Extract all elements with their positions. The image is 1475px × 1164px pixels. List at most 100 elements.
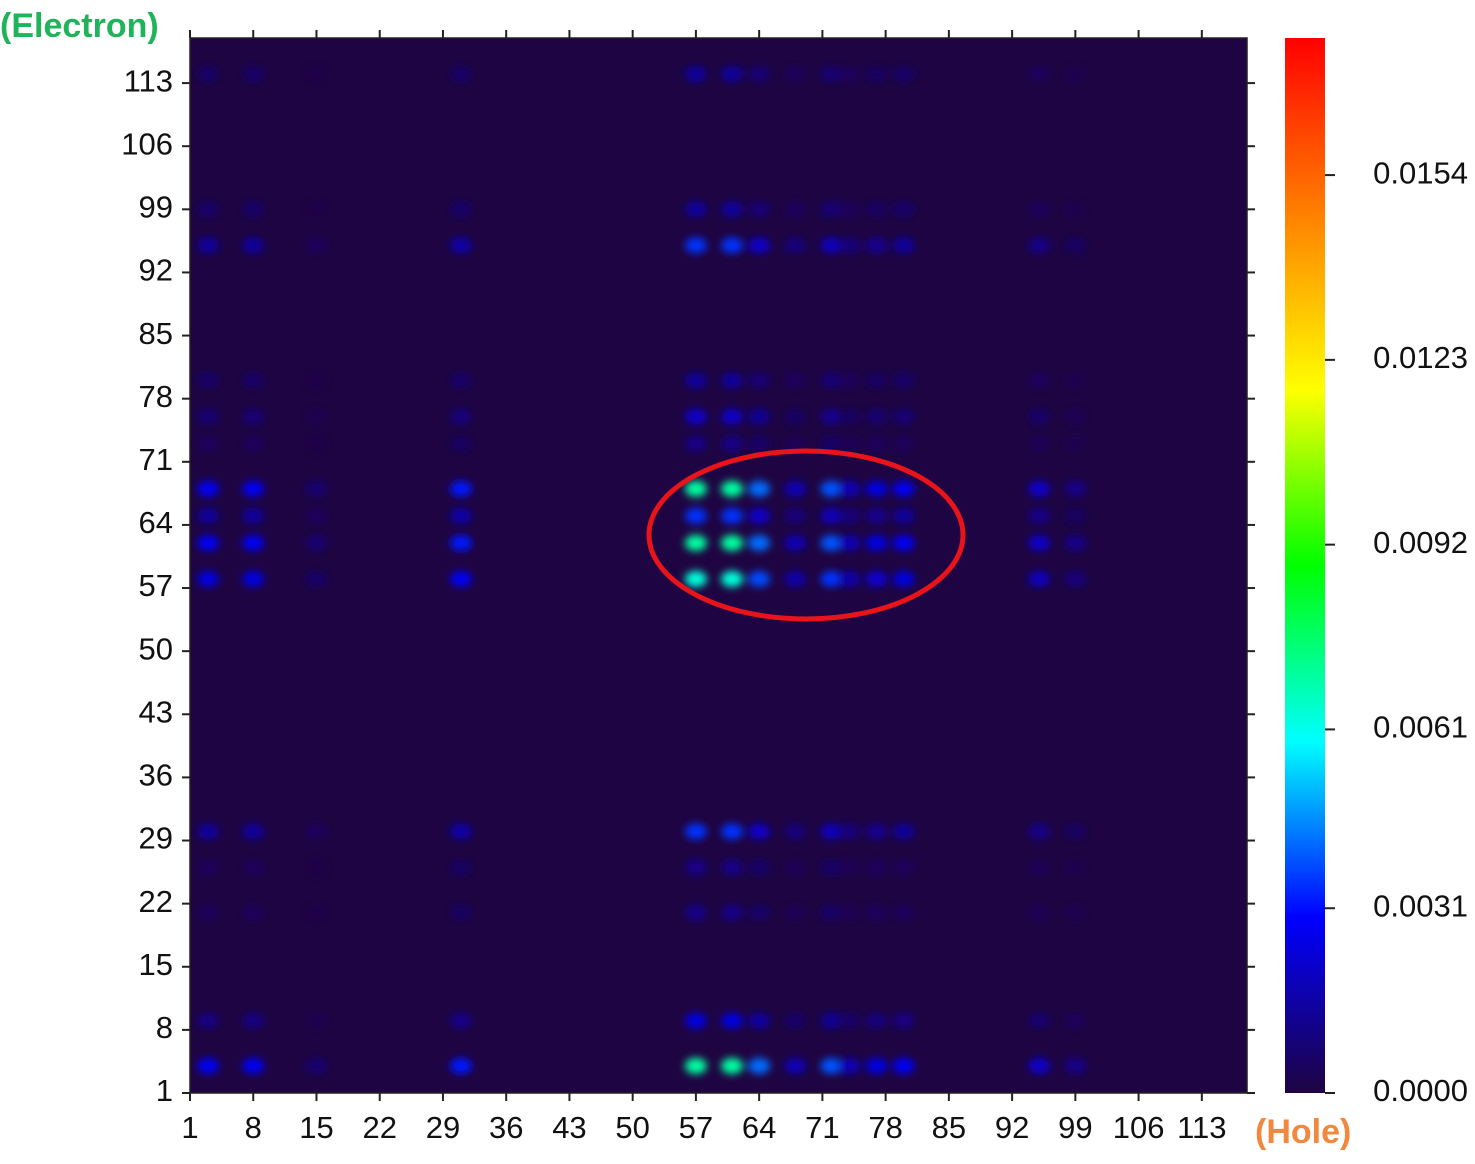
y-tick-label: 92 [139, 253, 173, 288]
heat-spot [1064, 904, 1087, 921]
heat-spot [865, 201, 888, 218]
heat-spot [1064, 408, 1087, 425]
heat-spot [892, 1057, 915, 1074]
heat-spot [684, 534, 707, 551]
heat-spot [748, 1012, 771, 1029]
heat-spot [892, 480, 915, 497]
heat-spot [820, 859, 843, 876]
heat-spot [892, 823, 915, 840]
heat-spot [892, 904, 915, 921]
heat-spot [1028, 408, 1051, 425]
heat-spot [450, 823, 473, 840]
heat-spot [838, 435, 861, 452]
heat-spot [748, 66, 771, 83]
heat-spot [242, 904, 265, 921]
y-tick-label: 22 [139, 884, 173, 919]
heat-spot [305, 1057, 328, 1074]
heat-spot [450, 408, 473, 425]
heat-spot [1064, 66, 1087, 83]
heat-spot [684, 507, 707, 524]
heat-spot [838, 823, 861, 840]
heat-spot [838, 480, 861, 497]
x-tick-label: 99 [1058, 1110, 1092, 1145]
heat-spot [838, 1012, 861, 1029]
x-tick-label: 113 [1177, 1110, 1226, 1145]
heat-spot [450, 507, 473, 524]
heat-spot [865, 1057, 888, 1074]
heat-spot [721, 859, 744, 876]
heat-spot [820, 571, 843, 588]
heat-spot [721, 237, 744, 254]
heat-spot [784, 408, 807, 425]
heat-spot [1064, 1012, 1087, 1029]
heat-spot [305, 507, 328, 524]
heat-spot [242, 480, 265, 497]
heat-spot [748, 859, 771, 876]
y-tick-label: 71 [139, 442, 173, 477]
heat-spot [450, 66, 473, 83]
colorbar-tick-label: 0.0061 [1373, 710, 1468, 745]
y-tick-label: 36 [139, 758, 173, 793]
heat-spot [892, 435, 915, 452]
heat-spot [197, 534, 220, 551]
heat-spot [865, 859, 888, 876]
heat-spot [684, 480, 707, 497]
y-axis-label: (Electron) [0, 7, 159, 45]
heat-spot [1028, 66, 1051, 83]
heat-spot [721, 904, 744, 921]
heat-spot [242, 507, 265, 524]
heat-spot [838, 237, 861, 254]
heat-spot [748, 904, 771, 921]
heat-spot [784, 534, 807, 551]
heat-spot [784, 823, 807, 840]
heat-spot [838, 534, 861, 551]
heat-spot [820, 904, 843, 921]
heat-spot [684, 372, 707, 389]
heat-spot [684, 1057, 707, 1074]
heat-spot [748, 372, 771, 389]
heat-spot [197, 1057, 220, 1074]
heat-spot [892, 534, 915, 551]
heat-spot [1064, 1057, 1087, 1074]
heat-spot [784, 237, 807, 254]
heat-spot [684, 237, 707, 254]
heat-spot [820, 480, 843, 497]
heat-spot [450, 1057, 473, 1074]
heat-spot [305, 1012, 328, 1029]
heat-spot [865, 435, 888, 452]
y-tick-label: 113 [124, 63, 173, 98]
heat-spot [838, 904, 861, 921]
heat-spot [784, 480, 807, 497]
heat-spot [684, 571, 707, 588]
heat-spot [865, 408, 888, 425]
heat-spot [820, 372, 843, 389]
heat-spot [197, 66, 220, 83]
heat-spot [892, 507, 915, 524]
x-tick-label: 8 [245, 1110, 262, 1145]
heat-spot [242, 571, 265, 588]
heat-spot [684, 859, 707, 876]
heat-spot [1064, 237, 1087, 254]
heat-spot [197, 823, 220, 840]
heat-spot [721, 372, 744, 389]
heat-spot [748, 480, 771, 497]
heat-spot [1028, 534, 1051, 551]
plot-background [190, 38, 1247, 1093]
heat-spot [197, 507, 220, 524]
heat-spot [305, 372, 328, 389]
heat-spot [838, 507, 861, 524]
heat-spot [305, 859, 328, 876]
heat-spot [450, 372, 473, 389]
heat-spot [450, 480, 473, 497]
heat-spot [820, 201, 843, 218]
heat-spot [721, 201, 744, 218]
heat-spot [684, 66, 707, 83]
y-tick-label: 1 [156, 1073, 173, 1108]
heat-spot [784, 435, 807, 452]
heat-spot [305, 237, 328, 254]
heat-spot [865, 1012, 888, 1029]
heat-spot [748, 237, 771, 254]
x-tick-label: 50 [615, 1110, 649, 1145]
heat-spot [1064, 823, 1087, 840]
colorbar-tick-label: 0.0092 [1373, 525, 1468, 560]
